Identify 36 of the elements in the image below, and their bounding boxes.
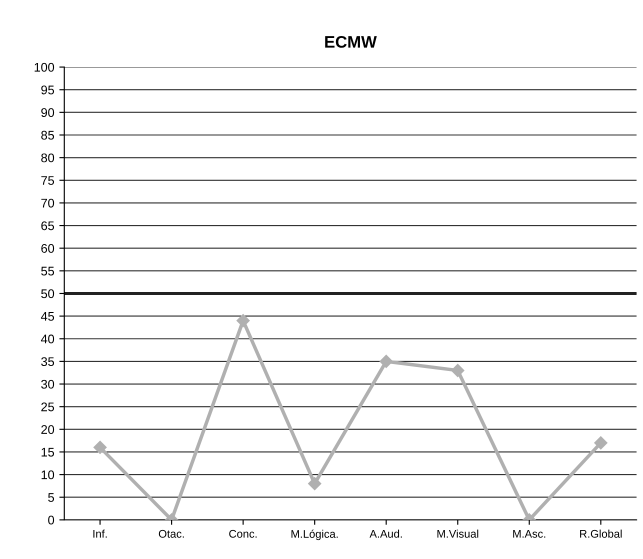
y-tick-label: 40 [40, 334, 54, 344]
y-tick-label: 70 [41, 198, 54, 208]
y-tick-label: 85 [41, 130, 54, 140]
point [93, 440, 107, 454]
y-tick-label: 30 [41, 380, 54, 389]
x-tick-label: A.Aud. [370, 530, 402, 538]
y-tick-label: 20 [41, 425, 54, 434]
x-tick-label: Otac. [158, 530, 184, 538]
y-tick-label: 95 [41, 86, 54, 94]
y-tick-label: 75 [41, 176, 54, 185]
point [451, 364, 464, 378]
y-tick-label: 5 [48, 493, 54, 502]
x-tick-label: Inf. [93, 530, 107, 538]
y-tick-label: 65 [41, 221, 54, 230]
x-tick-label: M.Lógica. [291, 530, 338, 540]
y-tick-label: 55 [41, 266, 54, 276]
x-tick-label: Conc. [229, 530, 257, 538]
y-tick-label: 100 [34, 62, 54, 72]
y-tick-label: 0 [48, 516, 54, 525]
point [308, 477, 322, 490]
point [380, 354, 393, 368]
x-tick-label: M.Visual [437, 530, 478, 538]
point [594, 436, 608, 450]
y-tick-label: 15 [42, 448, 54, 457]
point [236, 314, 250, 328]
y-tick-label: 80 [41, 153, 54, 162]
y-tick-label: 45 [40, 312, 54, 321]
y-tick-label: 10 [42, 470, 54, 480]
y-tick-label: 35 [41, 357, 54, 366]
x-tick-label: R.Global [580, 530, 622, 538]
x-tick-label: M.Asc. [513, 530, 546, 538]
y-tick-label: 50 [41, 289, 54, 298]
y-tick-label: 60 [41, 244, 54, 253]
y-tick-label: 90 [41, 108, 54, 118]
y-tick-label: 25 [41, 402, 54, 412]
chart-title: ECMW [325, 36, 377, 48]
